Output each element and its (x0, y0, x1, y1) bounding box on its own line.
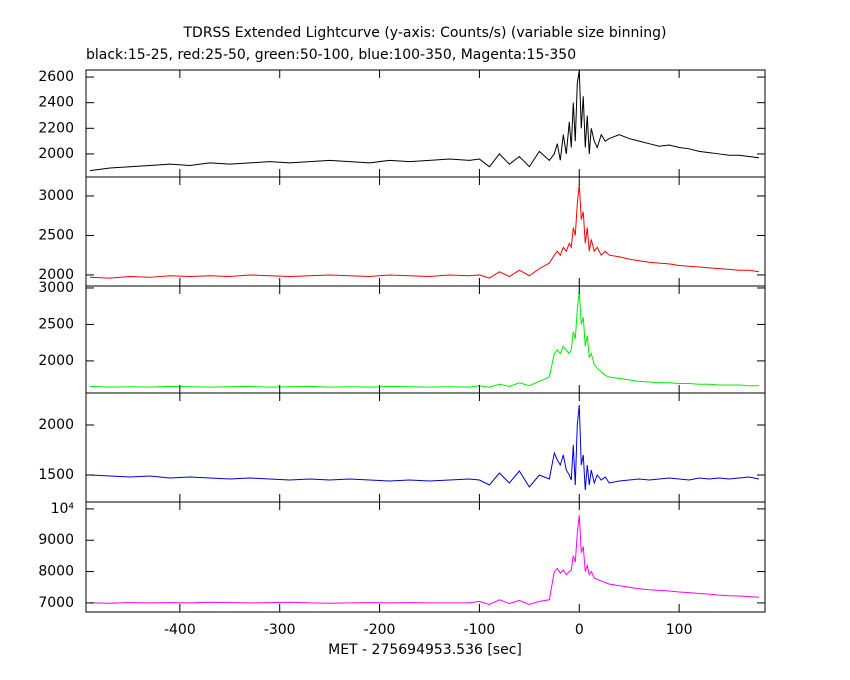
x-tick-label: -100 (464, 622, 496, 638)
light-curve (89, 404, 760, 491)
light-curve (89, 515, 760, 606)
y-tick-label: 2600 (38, 69, 74, 85)
y-tick-label: 1500 (38, 467, 74, 483)
x-tick-label: -300 (264, 622, 296, 638)
x-axis-label: MET - 275694953.536 [sec] (328, 642, 522, 658)
y-tick-label: 2200 (38, 120, 74, 136)
y-tick-label: 2000 (38, 267, 74, 283)
light-curve (89, 184, 760, 279)
x-tick-label: 0 (575, 622, 584, 638)
x-tick-label: 100 (666, 622, 693, 638)
y-tick-label: 9000 (38, 532, 74, 548)
y-tick-label: 3000 (38, 280, 74, 296)
y-tick-label: 10⁴ (51, 501, 75, 517)
y-tick-label: 2500 (38, 316, 74, 332)
chart-title: TDRSS Extended Lightcurve (y-axis: Count… (182, 25, 666, 41)
y-tick-label: 2000 (38, 353, 74, 369)
y-tick-label: 2000 (38, 417, 74, 433)
y-tick-label: 2000 (38, 146, 74, 162)
chart-subtitle: black:15-25, red:25-50, green:50-100, bl… (86, 47, 576, 63)
y-tick-label: 8000 (38, 564, 74, 580)
y-tick-label: 2400 (38, 95, 74, 111)
light-curve (89, 70, 760, 172)
y-tick-label: 7000 (38, 595, 74, 611)
panel-frame (85, 501, 766, 613)
panel-frame (85, 392, 766, 503)
panel-frame (85, 285, 766, 394)
x-tick-label: -400 (164, 622, 196, 638)
light-curve (89, 291, 760, 388)
y-tick-label: 2500 (38, 227, 74, 243)
x-tick-label: -200 (364, 622, 396, 638)
panel-frame (85, 176, 766, 287)
y-tick-label: 3000 (38, 188, 74, 204)
